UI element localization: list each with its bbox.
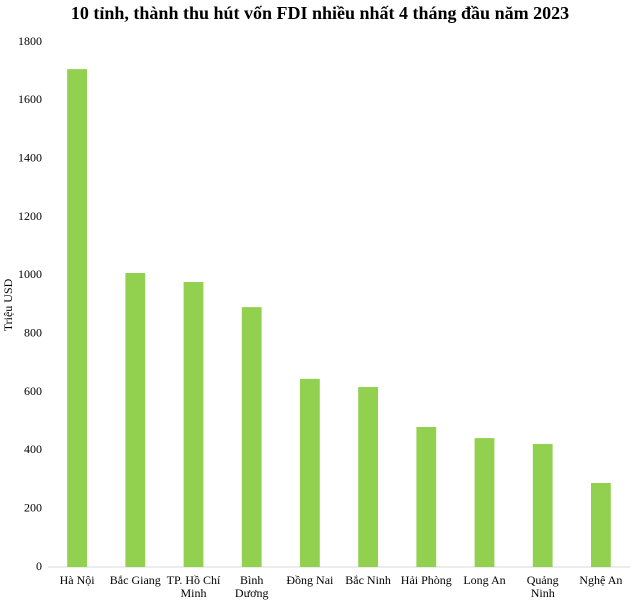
bar <box>125 273 146 567</box>
bar <box>416 427 437 567</box>
x-tick-label: Long An <box>463 573 506 587</box>
y-tick-label: 400 <box>24 442 42 456</box>
chart-title: 10 tỉnh, thành thu hút vốn FDI nhiều nhấ… <box>71 3 569 23</box>
bar <box>300 378 320 567</box>
x-tick-label: Bắc Giang <box>109 573 161 587</box>
bar <box>358 387 378 567</box>
bar <box>474 438 495 567</box>
y-axis-label: Triệu USD <box>1 278 15 331</box>
y-tick-label: 1800 <box>18 34 42 48</box>
y-tick-label: 1000 <box>18 267 42 281</box>
x-tick-label: Bắc Ninh <box>345 573 391 587</box>
x-tick-label: Hải Phòng <box>400 573 452 587</box>
bar <box>532 443 553 567</box>
x-tick-label: TP. Hồ Chí Minh <box>166 573 221 600</box>
x-tick-label: Bình Dương <box>234 573 269 600</box>
x-tick-label: Nghệ An <box>579 573 623 587</box>
x-tick-label: Quảng Ninh <box>526 573 559 600</box>
bar <box>67 69 87 567</box>
bar <box>241 307 262 567</box>
y-tick-label: 800 <box>24 325 42 339</box>
y-tick-label: 200 <box>24 500 42 514</box>
x-tick-label: Đồng Nai <box>286 573 334 587</box>
x-tick-label: Hà Nội <box>59 573 95 587</box>
y-tick-label: 1400 <box>18 150 42 164</box>
y-tick-label: 0 <box>36 559 42 573</box>
y-tick-label: 1600 <box>18 92 42 106</box>
bar <box>591 483 611 567</box>
y-tick-label: 1200 <box>18 209 42 223</box>
bar <box>183 282 204 567</box>
y-tick-label: 600 <box>24 384 42 398</box>
